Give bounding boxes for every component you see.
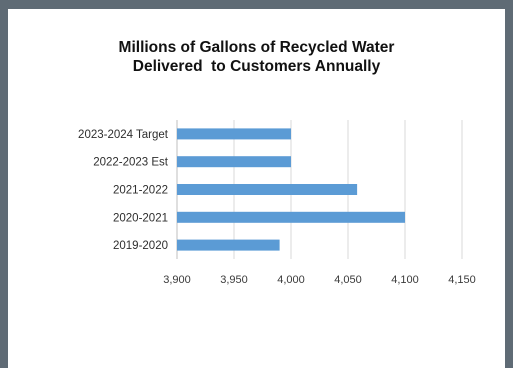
category-label: 2021-2022: [113, 185, 168, 197]
x-tick-label: 4,000: [277, 274, 305, 286]
bar: [177, 128, 291, 140]
bar: [177, 156, 291, 168]
category-label: 2022-2023 Est: [93, 157, 169, 169]
x-tick-label: 4,050: [334, 274, 362, 286]
category-label: 2020-2021: [113, 212, 168, 224]
chart-title-line-1: Millions of Gallons of Recycled Water: [118, 39, 395, 56]
x-tick-label: 3,900: [163, 274, 191, 286]
bar: [177, 211, 405, 223]
category-label: 2023-2024 Target: [78, 129, 169, 141]
chart-title-line-2: Delivered to Customers Annually: [132, 58, 381, 75]
bar: [177, 239, 280, 251]
chart-title: Millions of Gallons of Recycled Water De…: [8, 38, 505, 76]
x-tick-label: 4,150: [448, 274, 476, 286]
x-tick-label: 3,950: [220, 274, 248, 286]
x-tick-label: 4,100: [391, 274, 419, 286]
bar: [177, 184, 358, 195]
category-label: 2019-2020: [113, 240, 168, 252]
